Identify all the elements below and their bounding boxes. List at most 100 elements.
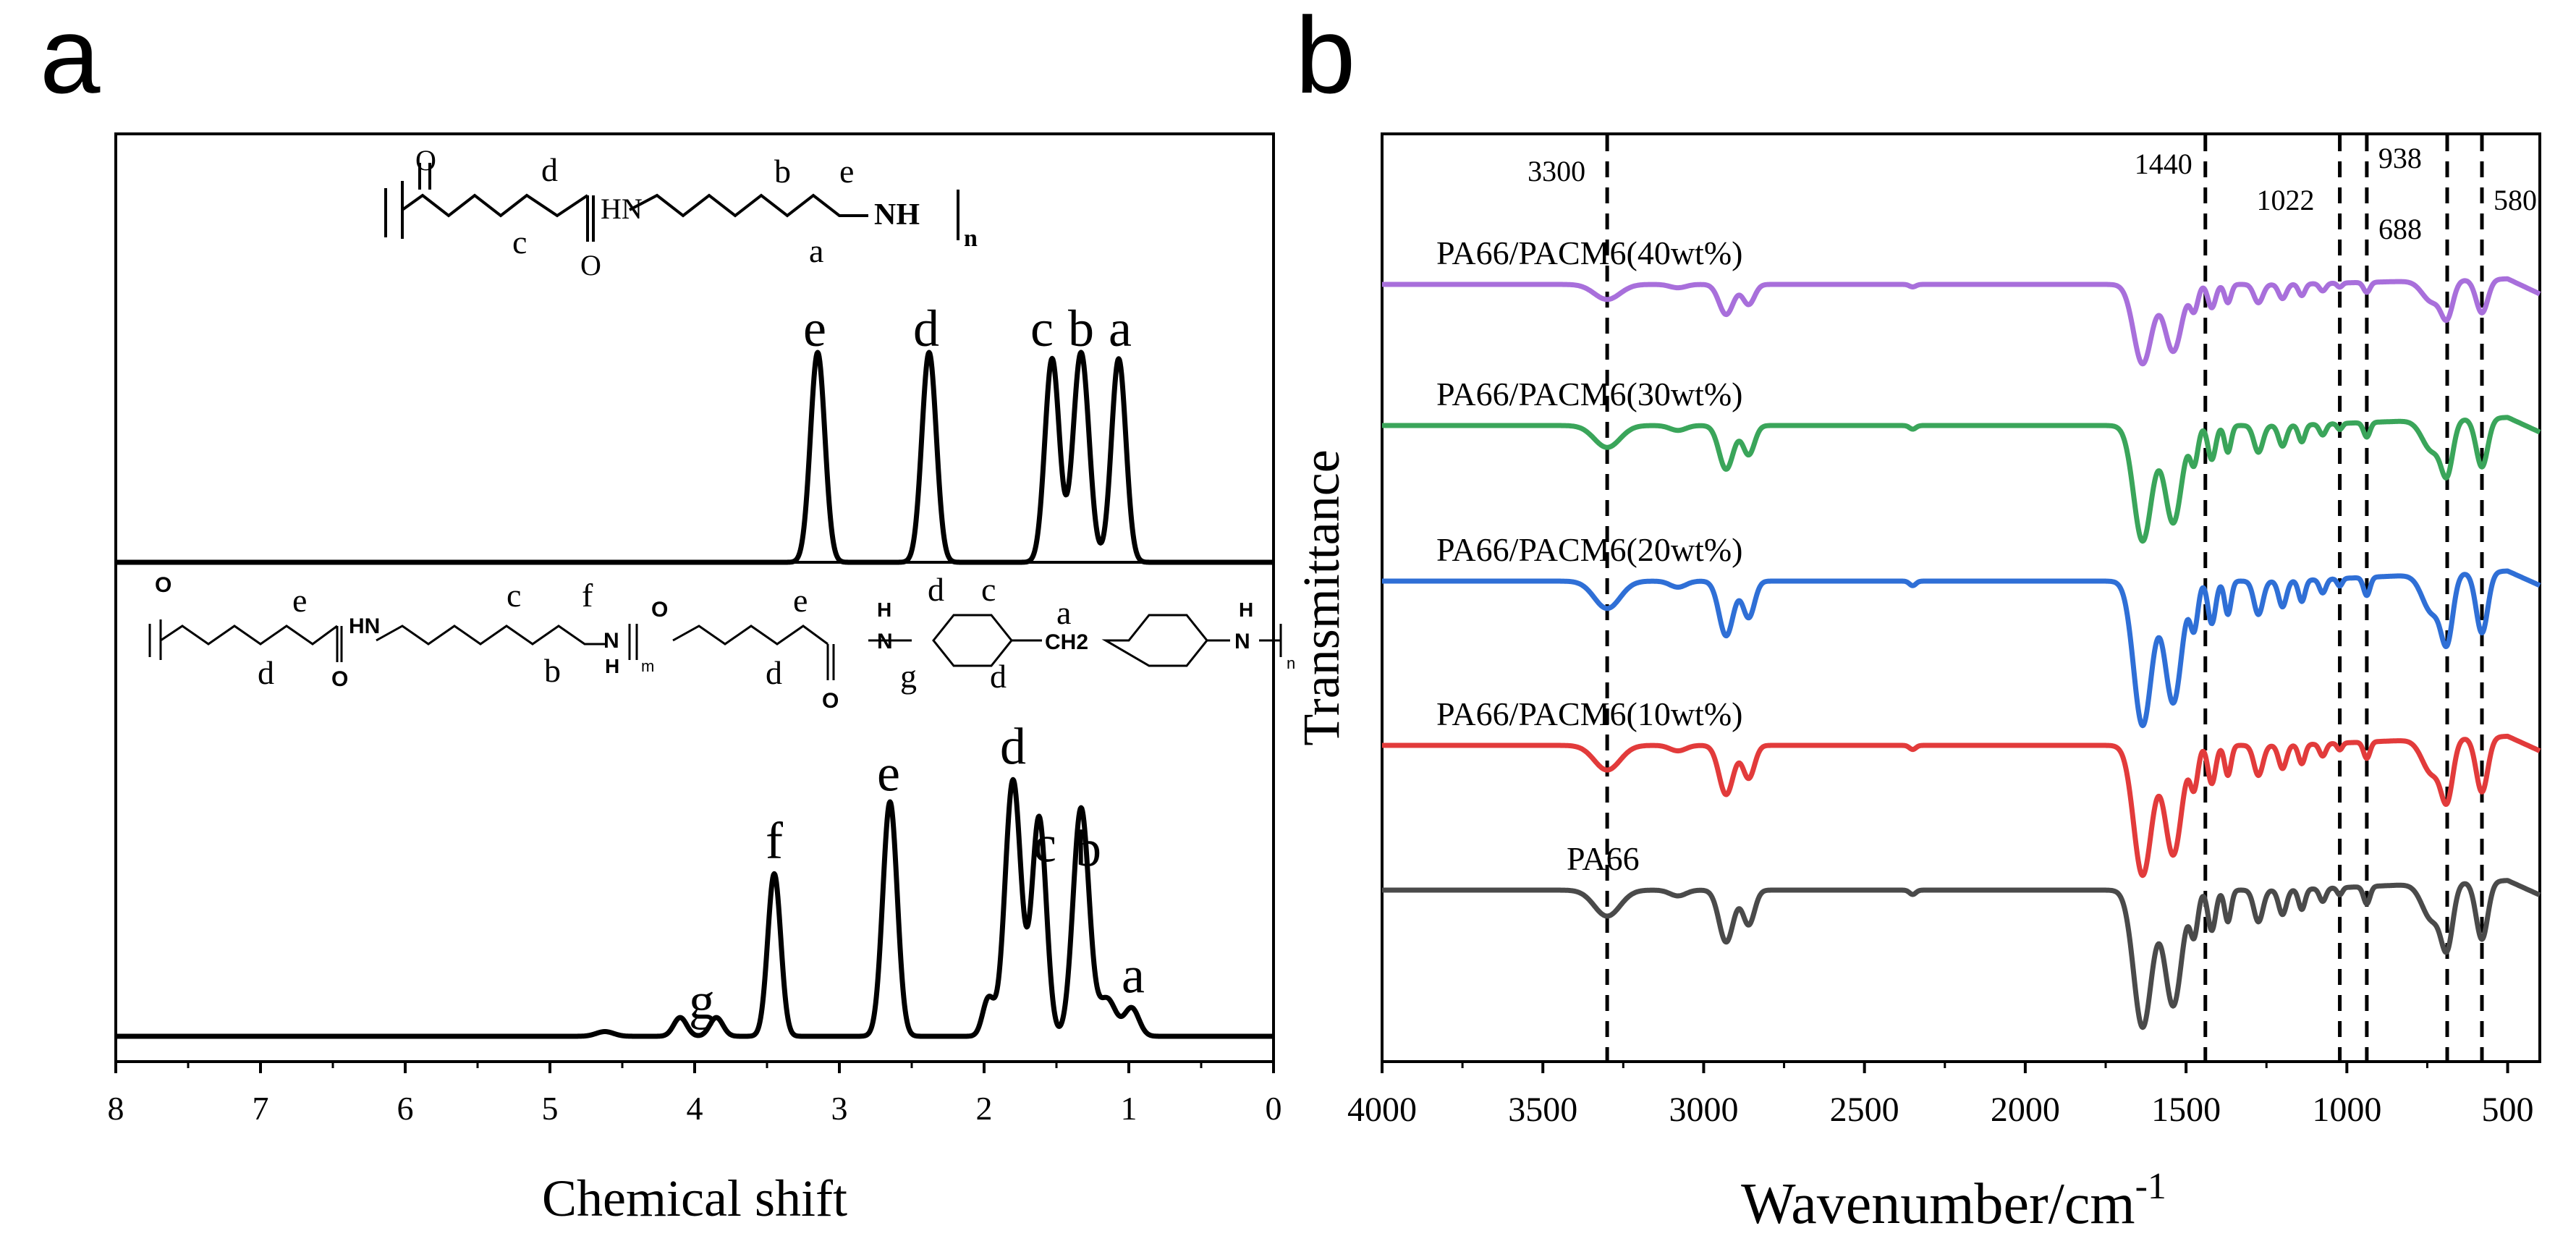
nmr-top-peak-label: a (1109, 300, 1132, 357)
structure-bottom-atom: N (603, 629, 619, 653)
nmr-bottom-peak-label: d (1000, 717, 1026, 775)
nmr-x-tick-label: 6 (397, 1090, 414, 1127)
nmr-bottom-peak-label: a (1122, 946, 1145, 1004)
ftir-series-line (1380, 878, 2542, 1030)
ftir-x-tick-label: 1000 (2312, 1091, 2381, 1129)
structure-bottom-atom: c (507, 577, 521, 614)
nmr-top-peak-label: c (1030, 300, 1054, 357)
structure-bottom-atom: b (544, 652, 561, 689)
nmr-x-axis-title: Chemical shift (542, 1169, 847, 1227)
structure-top-atom: NH (874, 198, 920, 232)
structure-bottom-atom: g (900, 658, 917, 695)
nmr-x-tick-label: 1 (1121, 1090, 1137, 1127)
nmr-top-peak-label: d (913, 300, 939, 357)
structure-bottom-atom: d (990, 658, 1007, 695)
ftir-reference-lines: 3300 1440 1022 938 688 580 (1528, 135, 2537, 1060)
structure-top-atom: e (839, 153, 854, 190)
ftir-series-label: PA66/PACM6(10wt%) (1436, 695, 1742, 732)
structure-bottom-atom: O (822, 689, 839, 713)
structure-bottom-atom: a (1056, 594, 1071, 631)
nmr-x-tick-label: 5 (542, 1090, 559, 1127)
nmr-x-tick-label: 2 (976, 1090, 993, 1127)
structure-bottom-atom: O (331, 667, 348, 691)
ftir-series-line (1380, 415, 2542, 544)
ftir-panel: 4000 3500 3000 2500 2000 1500 1000 500 3300 1440… (1292, 132, 2542, 1236)
nmr-top-peak-label: e (803, 300, 826, 357)
ftir-series-line (1380, 568, 2542, 729)
structure-bottom-atom: N (1234, 630, 1250, 653)
ftir-series-group (1380, 276, 2542, 1030)
structure-top-atom: O (580, 249, 601, 282)
structure-bottom-atom: HN (349, 614, 380, 638)
structure-bottom-atom: H (877, 598, 891, 621)
ftir-series-line (1380, 276, 2542, 367)
ftir-reference-label: 938 (2378, 142, 2422, 174)
structure-top-atom: O (415, 144, 436, 177)
structure-top-atom: HN (601, 192, 643, 225)
structure-top-atom: c (512, 224, 527, 261)
ftir-reference-label: 3300 (1528, 155, 1585, 187)
nmr-panel: 8 7 6 5 4 3 2 1 0 Chemical shift O d c O HN b a … (108, 132, 1295, 1227)
nmr-bottom-peak-label: b (1075, 819, 1101, 877)
structure-bottom-atom: d (258, 654, 274, 691)
structure-top-atom: n (964, 225, 978, 252)
nmr-bottom-peak-label: f (766, 811, 783, 869)
ftir-reference-label: 1440 (2135, 148, 2192, 180)
nmr-x-tick-label: 0 (1266, 1090, 1282, 1127)
nmr-x-tick-label: 8 (108, 1090, 124, 1127)
ftir-reference-label: 688 (2378, 213, 2422, 245)
nmr-spectrum-bottom (114, 776, 1276, 1039)
nmr-bottom-peak-label: g (689, 973, 715, 1030)
ftir-x-tick-label: 3000 (1669, 1091, 1738, 1129)
nmr-bottom-peak-label: e (877, 744, 900, 802)
ftir-x-axis-title-main: Wavenumber/cm (1741, 1172, 2135, 1236)
structure-top-atom: a (809, 232, 823, 269)
structure-top-atom: d (541, 151, 558, 188)
nmr-top-peak-label: b (1068, 300, 1094, 357)
ftir-x-tick-label: 3500 (1508, 1091, 1577, 1129)
nmr-bottom-peak-labels: g f e dc b a (689, 717, 1145, 1030)
ftir-reference-label: 1022 (2257, 184, 2315, 216)
nmr-bottom-peak-label: c (1033, 815, 1056, 873)
ftir-series-label: PA66/PACM6(30wt%) (1436, 376, 1742, 412)
nmr-x-tick-label: 4 (687, 1090, 703, 1127)
nmr-spectrum-top (114, 350, 1276, 565)
structure-bottom: O e d O HN c b f N H m O e d O H N g d c… (148, 571, 1295, 713)
ftir-x-axis-title: Wavenumber/cm-1 (1741, 1166, 2166, 1236)
structure-bottom-atom: O (651, 598, 668, 622)
structure-bottom-atom: f (582, 577, 593, 614)
nmr-x-tick-label: 7 (253, 1090, 269, 1127)
panel-a-letter: a (40, 0, 101, 116)
structure-bottom-atom: e (793, 582, 808, 619)
structure-bottom-atom: d (766, 654, 782, 691)
ftir-y-axis-title: Transmittance (1292, 449, 1350, 745)
ftir-x-axis: 4000 3500 3000 2500 2000 1500 1000 500 (1347, 1062, 2534, 1129)
structure-bottom-bonds (148, 614, 1282, 680)
structure-bottom-atom: e (292, 582, 307, 619)
structure-bottom-atom: H (605, 655, 619, 677)
nmr-x-tick-label: 3 (831, 1090, 848, 1127)
ftir-x-tick-label: 500 (2482, 1091, 2534, 1129)
nmr-x-axis: 8 7 6 5 4 3 2 1 0 (108, 1062, 1282, 1127)
structure-bottom-atom: O (155, 573, 171, 597)
structure-bottom-atom: H (1239, 598, 1253, 621)
structure-top-atom: b (774, 153, 791, 190)
ftir-x-tick-label: 2000 (1991, 1091, 2060, 1129)
panel-b-letter: b (1295, 0, 1355, 116)
ftir-x-axis-title-superscript: -1 (2135, 1166, 2166, 1207)
structure-bottom-atom: c (981, 571, 996, 608)
ftir-x-tick-label: 4000 (1347, 1091, 1417, 1129)
structure-bottom-atom: N (877, 630, 893, 653)
ftir-series-line (1380, 733, 2542, 879)
nmr-frame (114, 132, 1275, 1063)
ftir-x-tick-label: 2500 (1830, 1091, 1899, 1129)
structure-bottom-atom: m (641, 657, 654, 675)
structure-bottom-atom: CH2 (1045, 630, 1088, 654)
ftir-series-label: PA66/PACM6(20wt%) (1436, 531, 1742, 568)
ftir-frame (1381, 132, 2541, 1063)
structure-bottom-atom: n (1287, 654, 1295, 672)
ftir-x-tick-label: 1500 (2151, 1091, 2221, 1129)
structure-top: O d c O HN b a e NH n (384, 144, 978, 282)
